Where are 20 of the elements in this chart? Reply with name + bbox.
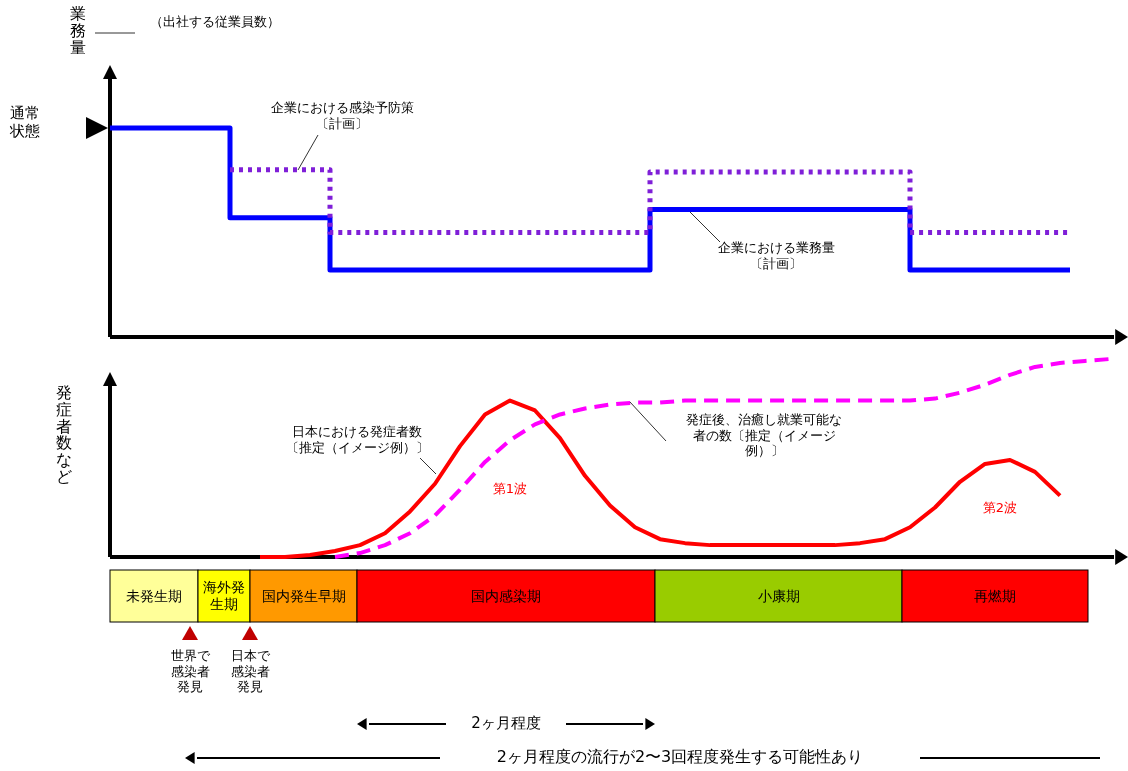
text: 企業における業務量〔計画〕 — [716, 240, 836, 272]
category-label: 海外発生期 — [202, 579, 246, 613]
category-label: 未発生期 — [125, 587, 183, 605]
category-label: 小康期 — [756, 587, 801, 605]
category-label: 国内感染期 — [470, 587, 542, 605]
text: 日本で感染者発見 — [229, 648, 271, 695]
text: 企業における感染予防策〔計画〕 — [269, 100, 415, 132]
y-axis-title: 業務量 — [70, 4, 86, 57]
annotation: 第2波 — [981, 499, 1019, 516]
category-label: 国内発生早期 — [260, 587, 347, 605]
text: 2ヶ月程度 — [446, 714, 566, 732]
annotation: 第1波 — [491, 480, 529, 497]
text: 通常状態 — [10, 104, 41, 140]
category-label: 再燃期 — [973, 587, 1017, 605]
series-label: 発症後、治癒し就業可能な者の数〔推定（イメージ例）〕 — [685, 412, 843, 459]
y-axis-title: 発症者数など — [56, 383, 72, 486]
text: 2ヶ月程度の流行が2〜3回程度発生する可能性あり — [440, 747, 920, 767]
text: （出社する従業員数） — [150, 14, 280, 30]
series-label: 日本における発症者数〔推定（イメージ例）〕 — [284, 424, 430, 456]
text: 世界で感染者発見 — [169, 648, 211, 695]
